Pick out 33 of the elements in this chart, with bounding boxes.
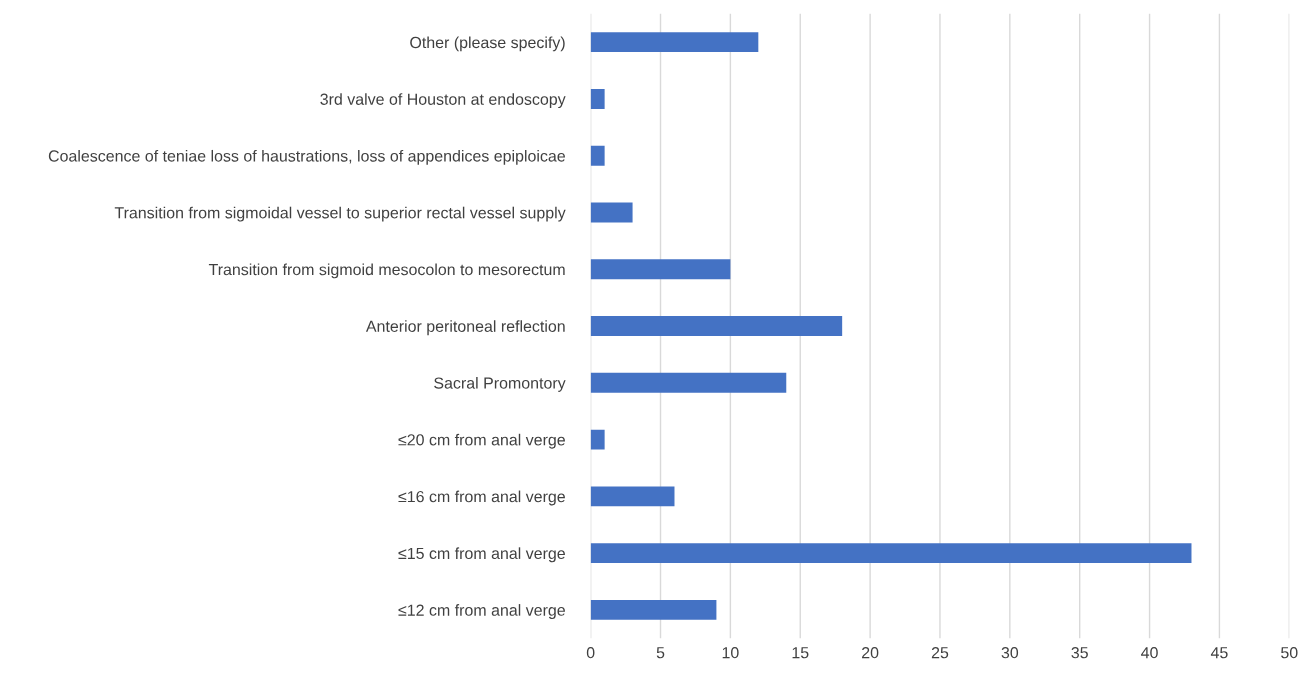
x-tick-label: 0	[586, 647, 595, 659]
bar	[590, 316, 843, 336]
y-tick-label: Transition from sigmoid mesocolon to mesorectum	[208, 263, 565, 279]
bar	[590, 599, 717, 620]
y-tick-label: Anterior peritoneal reflection	[365, 320, 565, 336]
y-tick-label: ≤15 cm from anal verge	[398, 547, 565, 563]
y-tick-label: 3rd valve of Houston at endoscopy	[320, 93, 566, 109]
x-tick-label: 40	[1141, 647, 1158, 659]
bar	[590, 89, 605, 109]
x-tick-label: 20	[862, 647, 879, 659]
y-tick-label: ≤20 cm from anal verge	[398, 433, 565, 449]
x-tick-label: 15	[792, 647, 809, 659]
y-tick-label: Coalescence of teniae loss of haustrations, loss of appendices epiploicae	[48, 149, 565, 165]
bar	[590, 543, 1192, 564]
bar	[590, 372, 787, 393]
y-tick-label: ≤16 cm from anal verge	[398, 490, 565, 506]
bar	[590, 145, 605, 166]
bar	[590, 259, 731, 280]
x-tick-label: 45	[1210, 647, 1228, 659]
bar	[590, 202, 633, 223]
x-tick-label: 10	[722, 647, 739, 659]
bar	[590, 486, 675, 507]
x-tick-label: 30	[1001, 647, 1019, 659]
x-tick-label: 25	[931, 647, 949, 659]
x-tick-label: 50	[1281, 647, 1298, 659]
x-tick-label: 35	[1071, 647, 1088, 659]
y-tick-label: Other (please specify)	[410, 36, 565, 52]
y-tick-label: Transition from sigmoidal vessel to superior rectal vessel supply	[114, 206, 566, 222]
bar	[590, 32, 759, 53]
y-tick-label: Sacral Promontory	[434, 377, 566, 392]
x-tick-label: 5	[656, 647, 665, 659]
y-tick-label: ≤12 cm from anal verge	[398, 604, 565, 619]
bar	[590, 429, 605, 450]
